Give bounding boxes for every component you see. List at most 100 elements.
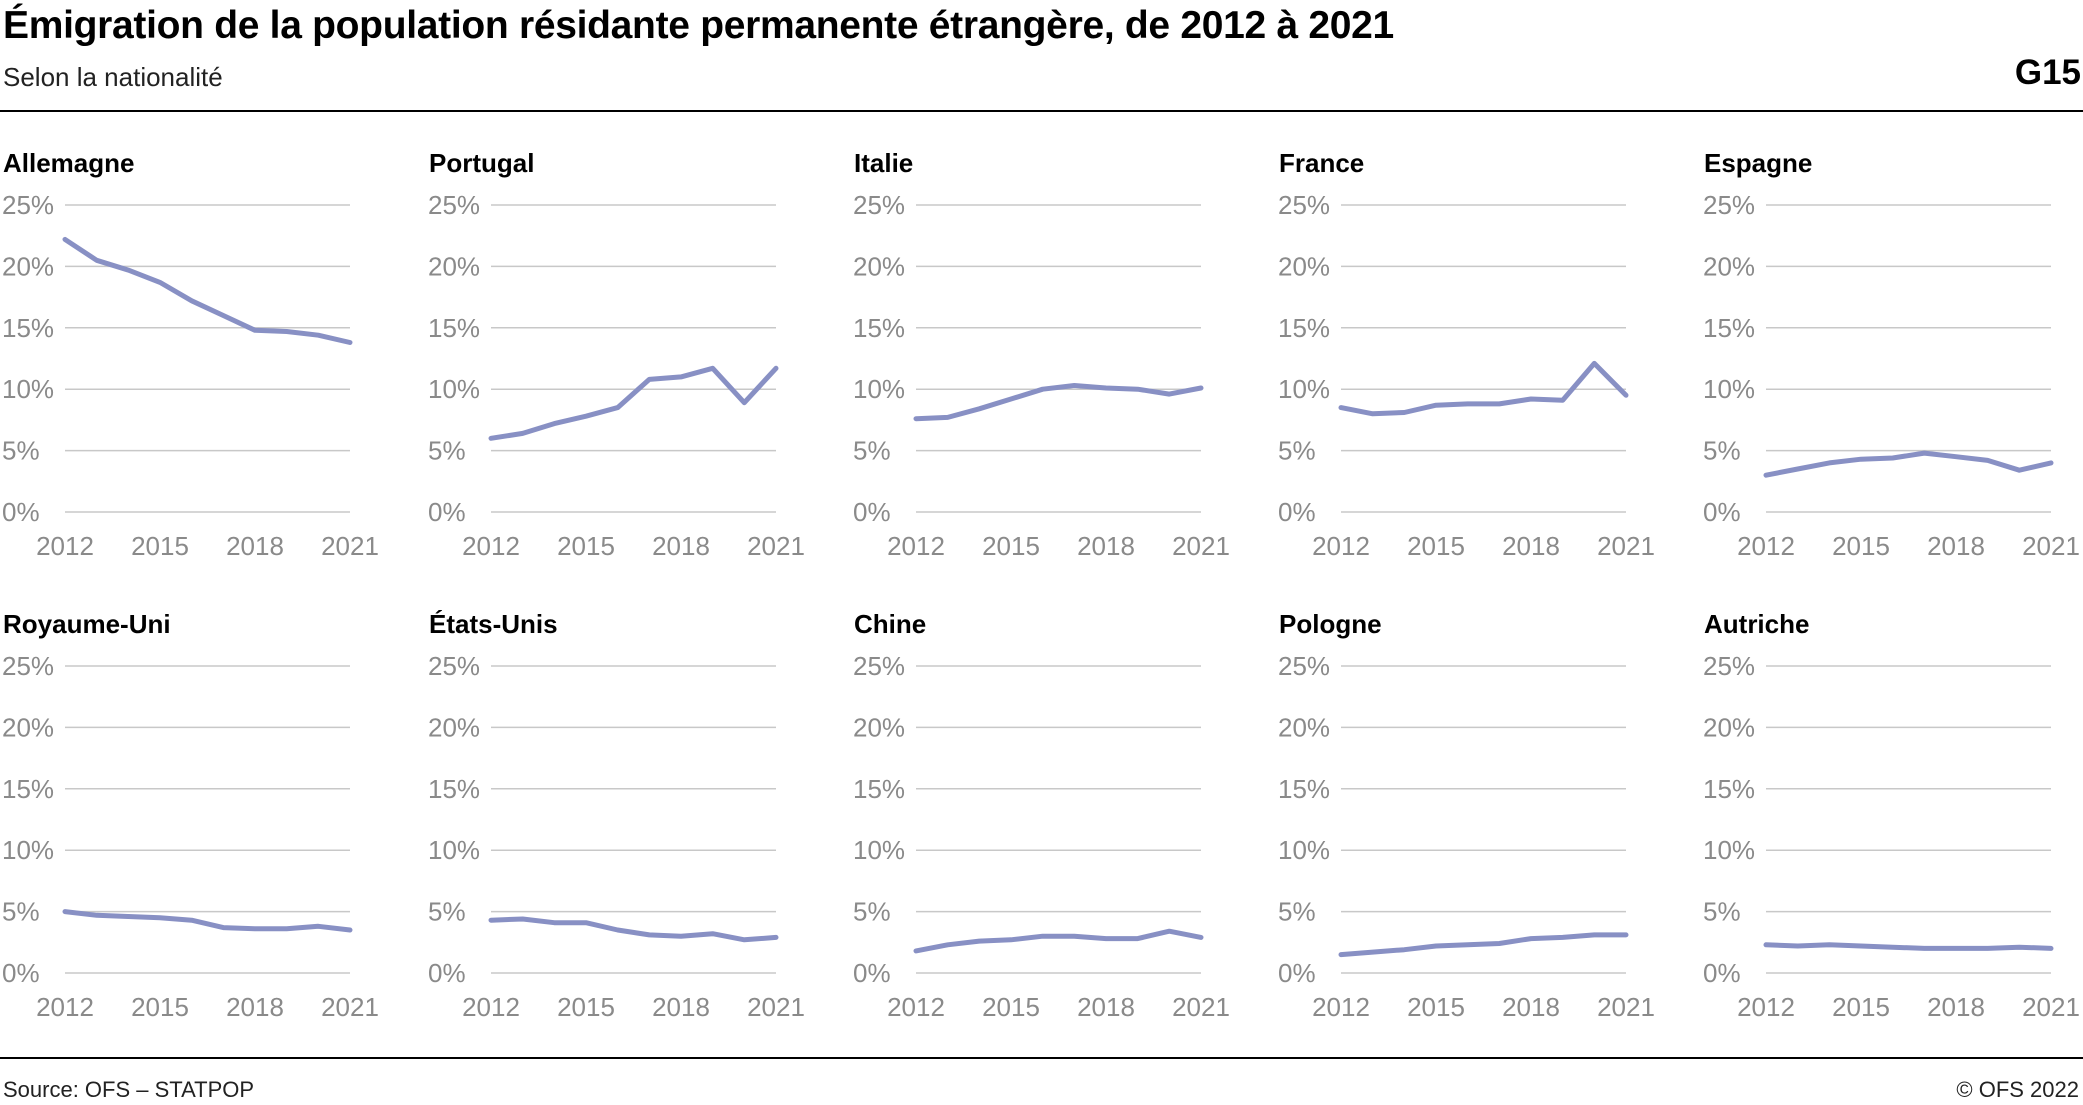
y-tick-label: 0% — [428, 497, 466, 527]
y-tick-label: 10% — [853, 374, 905, 404]
x-tick-label: 2015 — [557, 531, 615, 561]
y-tick-label: 10% — [1278, 374, 1330, 404]
x-tick-label: 2018 — [226, 531, 284, 561]
x-tick-label: 2018 — [1927, 992, 1985, 1022]
y-tick-label: 0% — [428, 958, 466, 988]
y-tick-label: 5% — [853, 897, 891, 927]
x-tick-label: 2012 — [36, 531, 94, 561]
page-title: Émigration de la population résidante pe… — [3, 4, 1394, 47]
y-tick-label: 15% — [2, 774, 54, 804]
y-tick-label: 25% — [1278, 190, 1330, 220]
x-tick-label: 2012 — [462, 531, 520, 561]
y-tick-label: 0% — [1703, 497, 1741, 527]
y-tick-label: 15% — [1278, 313, 1330, 343]
y-tick-label: 25% — [428, 190, 480, 220]
x-tick-label: 2015 — [557, 992, 615, 1022]
y-tick-label: 5% — [1703, 436, 1741, 466]
y-tick-label: 20% — [2, 712, 54, 742]
y-tick-label: 0% — [2, 958, 40, 988]
copyright-note: © OFS 2022 — [1956, 1077, 2079, 1102]
series-line-france — [1338, 360, 1629, 417]
panel-title-autriche: Autriche — [1704, 609, 1809, 639]
x-tick-label: 2012 — [1312, 992, 1370, 1022]
x-tick-label: 2021 — [747, 992, 805, 1022]
y-tick-label: 20% — [1278, 712, 1330, 742]
chart-code: G15 — [2014, 53, 2081, 92]
y-tick-label: 0% — [1278, 958, 1316, 988]
y-tick-label: 0% — [853, 497, 891, 527]
x-tick-label: 2012 — [36, 992, 94, 1022]
y-tick-label: 5% — [1703, 897, 1741, 927]
x-tick-label: 2018 — [1077, 531, 1135, 561]
x-tick-label: 2015 — [1832, 992, 1890, 1022]
x-tick-label: 2012 — [1312, 531, 1370, 561]
y-tick-label: 5% — [428, 897, 466, 927]
series-line-italie — [913, 383, 1204, 422]
x-tick-label: 2021 — [747, 531, 805, 561]
y-tick-label: 0% — [2, 497, 40, 527]
x-tick-label: 2018 — [226, 992, 284, 1022]
y-tick-label: 0% — [1278, 497, 1316, 527]
y-tick-label: 10% — [1703, 835, 1755, 865]
source-note: Source: OFS – STATPOP — [3, 1077, 255, 1102]
y-tick-label: 15% — [428, 774, 480, 804]
x-tick-label: 2012 — [462, 992, 520, 1022]
y-tick-label: 10% — [1703, 374, 1755, 404]
x-tick-label: 2021 — [1172, 992, 1230, 1022]
y-tick-label: 20% — [1278, 251, 1330, 281]
y-tick-label: 5% — [853, 436, 891, 466]
y-tick-label: 25% — [1278, 651, 1330, 681]
bottom-divider — [0, 1057, 2083, 1059]
y-tick-label: 25% — [853, 651, 905, 681]
panel-title-chine: Chine — [854, 609, 926, 639]
x-tick-label: 2021 — [2022, 992, 2080, 1022]
y-tick-label: 20% — [1703, 251, 1755, 281]
x-tick-label: 2015 — [982, 531, 1040, 561]
x-tick-label: 2015 — [982, 992, 1040, 1022]
x-tick-label: 2018 — [1927, 531, 1985, 561]
top-divider — [0, 110, 2083, 112]
panel-title-portugal: Portugal — [429, 148, 534, 178]
y-tick-label: 15% — [2, 313, 54, 343]
panel-title-etats-unis: États-Unis — [429, 609, 558, 639]
x-tick-label: 2012 — [887, 992, 945, 1022]
series-line-chine — [913, 928, 1204, 954]
y-tick-label: 15% — [1703, 774, 1755, 804]
x-tick-label: 2015 — [131, 992, 189, 1022]
y-tick-label: 5% — [2, 897, 40, 927]
y-tick-label: 0% — [853, 958, 891, 988]
y-tick-label: 15% — [1278, 774, 1330, 804]
y-tick-label: 10% — [853, 835, 905, 865]
y-tick-label: 25% — [1703, 190, 1755, 220]
x-tick-label: 2015 — [1407, 531, 1465, 561]
x-tick-label: 2012 — [1737, 992, 1795, 1022]
y-tick-label: 25% — [853, 190, 905, 220]
x-tick-label: 2021 — [2022, 531, 2080, 561]
x-tick-label: 2021 — [1172, 531, 1230, 561]
x-tick-label: 2015 — [1407, 992, 1465, 1022]
y-tick-label: 25% — [2, 190, 54, 220]
x-tick-label: 2015 — [1832, 531, 1890, 561]
panel-title-allemagne: Allemagne — [3, 148, 135, 178]
x-tick-label: 2018 — [652, 992, 710, 1022]
panel-title-italie: Italie — [854, 148, 913, 178]
panel-title-royaume-uni: Royaume-Uni — [3, 609, 171, 639]
panel-title-espagne: Espagne — [1704, 148, 1812, 178]
series-line-portugal — [488, 365, 779, 441]
panel-title-france: France — [1279, 148, 1364, 178]
y-tick-label: 10% — [1278, 835, 1330, 865]
series-line-royaume-uni — [62, 909, 353, 933]
y-tick-label: 10% — [2, 374, 54, 404]
x-tick-label: 2018 — [1077, 992, 1135, 1022]
y-tick-label: 5% — [1278, 436, 1316, 466]
x-tick-label: 2021 — [321, 531, 379, 561]
x-tick-label: 2012 — [887, 531, 945, 561]
y-tick-label: 25% — [428, 651, 480, 681]
y-tick-label: 20% — [853, 251, 905, 281]
y-tick-label: 5% — [428, 436, 466, 466]
series-line-etats-unis — [488, 916, 779, 943]
page-subtitle: Selon la nationalité — [3, 62, 223, 92]
series-line-autriche — [1763, 942, 2054, 951]
x-tick-label: 2015 — [131, 531, 189, 561]
